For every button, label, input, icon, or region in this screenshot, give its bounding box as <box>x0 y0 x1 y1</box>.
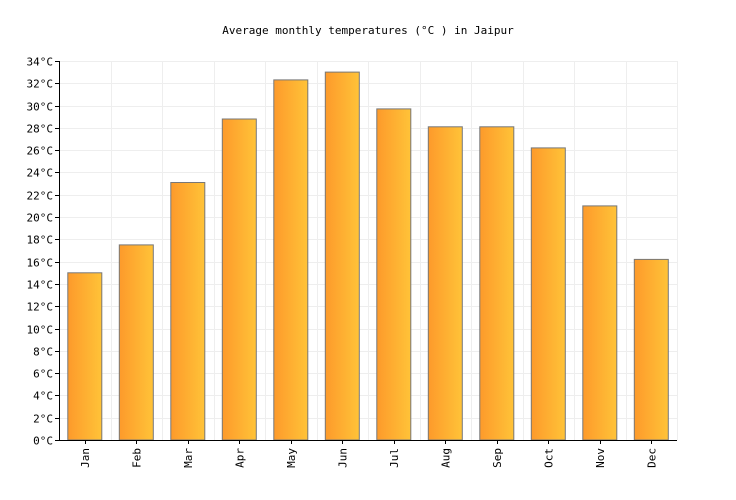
bars <box>67 71 669 441</box>
bar-jun <box>324 71 360 441</box>
grid-lines <box>59 61 678 441</box>
x-tick-label-oct: Oct <box>542 448 555 468</box>
y-tick-label: 34°C <box>27 56 54 69</box>
chart-title: Average monthly temperatures (°C ) in Ja… <box>222 24 514 37</box>
y-tick-label: 24°C <box>27 167 54 180</box>
y-tick-label: 4°C <box>33 390 53 403</box>
bar-mar <box>170 182 206 441</box>
x-tick-label-jan: Jan <box>79 448 92 468</box>
bar-may <box>273 79 309 441</box>
y-tick-label: 8°C <box>33 346 53 359</box>
y-axis-tick-labels: 0°C 2°C 4°C 6°C 8°C 10°C 12°C 14°C 16°C 18°C 20°C 2… <box>27 56 54 448</box>
bar-jul <box>376 108 412 441</box>
x-tick-label-jun: Jun <box>336 448 349 468</box>
y-tick-label: 10°C <box>27 324 54 337</box>
y-tick-label: 26°C <box>27 145 54 158</box>
y-tick-label: 0°C <box>33 435 53 448</box>
bar-nov <box>582 205 618 441</box>
y-tick-label: 20°C <box>27 212 54 225</box>
bar-apr <box>221 118 257 441</box>
bar-dec <box>633 258 669 441</box>
x-tick-label-mar: Mar <box>182 448 195 468</box>
x-tick-label-nov: Nov <box>594 448 607 468</box>
x-tick-label-sep: Sep <box>491 448 504 468</box>
y-tick-label: 16°C <box>27 257 54 270</box>
x-tick-label-may: May <box>285 448 298 468</box>
y-tick-label: 14°C <box>27 279 54 292</box>
bar-aug <box>427 126 463 441</box>
x-tick-label-feb: Feb <box>130 448 143 468</box>
y-tick-label: 22°C <box>27 190 54 203</box>
axes <box>55 61 677 444</box>
x-tick-label-dec: Dec <box>645 448 658 468</box>
bar-sep <box>479 126 515 441</box>
bar-oct <box>530 147 566 441</box>
y-tick-label: 12°C <box>27 301 54 314</box>
y-tick-label: 30°C <box>27 101 54 114</box>
x-tick-label-jul: Jul <box>388 448 401 468</box>
y-tick-label: 6°C <box>33 368 53 381</box>
y-tick-label: 18°C <box>27 234 54 247</box>
y-tick-label: 32°C <box>27 78 54 91</box>
y-tick-label: 28°C <box>27 123 54 136</box>
bar-jan <box>67 272 103 441</box>
bar-feb <box>118 244 154 441</box>
x-axis-tick-labels: Jan Feb Mar Apr May Jun Jul Aug Sep Oct Nov Dec <box>79 448 658 468</box>
y-tick-label: 2°C <box>33 413 53 426</box>
x-tick-label-apr: Apr <box>233 448 246 468</box>
x-tick-label-aug: Aug <box>439 448 452 468</box>
